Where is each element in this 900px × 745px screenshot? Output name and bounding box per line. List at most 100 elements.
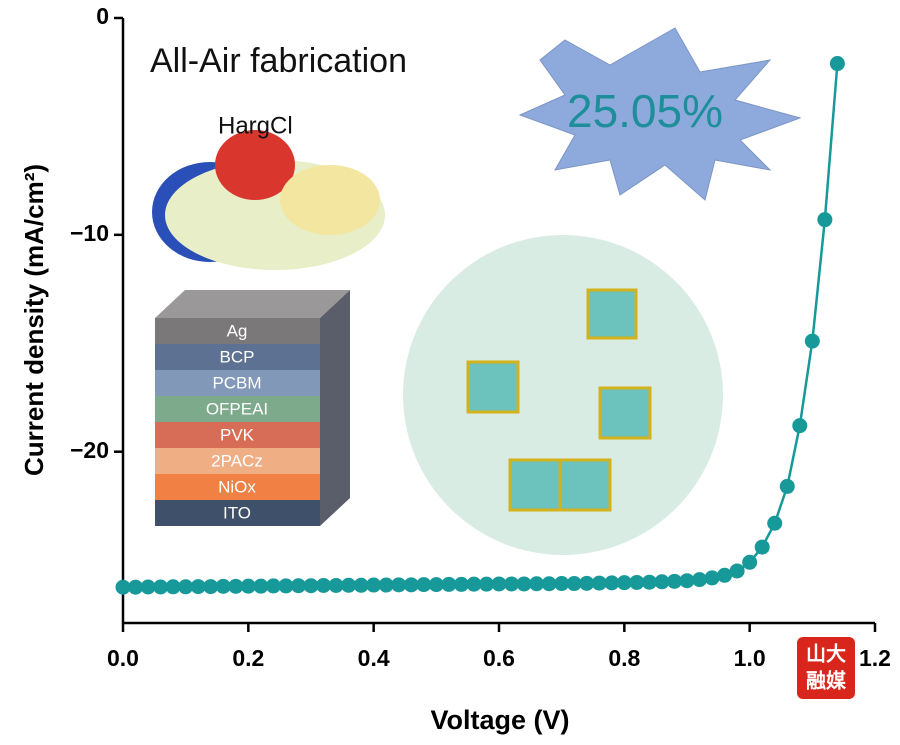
data-point — [491, 576, 507, 592]
x-tick-label: 0.0 — [107, 645, 139, 671]
data-point — [391, 577, 407, 593]
crystal-circle — [403, 235, 723, 555]
data-point — [428, 577, 444, 593]
layer-label: PVK — [220, 425, 255, 444]
data-point — [566, 576, 582, 592]
annotation: All-Air fabrication — [150, 42, 407, 80]
data-point — [516, 576, 532, 592]
data-point — [278, 578, 294, 594]
data-point — [178, 579, 194, 595]
data-point — [754, 539, 770, 555]
layer — [155, 318, 320, 344]
data-point — [328, 577, 344, 593]
data-point — [804, 333, 820, 349]
data-point — [115, 579, 131, 595]
data-point — [654, 574, 670, 590]
layer — [155, 422, 320, 448]
data-point — [303, 578, 319, 594]
x-tick-label: 0.8 — [608, 645, 640, 671]
watermark-text: 山大 — [806, 642, 846, 665]
layer — [155, 344, 320, 370]
x-tick-label: 1.2 — [859, 645, 891, 671]
data-point — [165, 579, 181, 595]
y-tick-label: −10 — [70, 220, 109, 246]
data-point — [604, 575, 620, 591]
layer — [155, 474, 320, 500]
molecule-blob — [215, 130, 295, 200]
inset-art — [152, 27, 802, 555]
data-point — [679, 573, 695, 589]
data-point — [441, 576, 457, 592]
data-point — [541, 576, 557, 592]
watermark-box — [797, 637, 855, 699]
y-tick-label: 0 — [96, 3, 109, 29]
data-point — [353, 577, 369, 593]
molecule-blob — [280, 165, 380, 235]
data-point — [128, 579, 144, 595]
data-point — [190, 579, 206, 595]
stack-top — [155, 290, 350, 318]
data-point — [378, 577, 394, 593]
data-point — [290, 578, 306, 594]
data-point — [240, 578, 256, 594]
y-tick-label: −20 — [70, 437, 109, 463]
layer-label: NiOx — [218, 477, 256, 496]
x-tick-label: 0.6 — [483, 645, 515, 671]
data-point — [366, 577, 382, 593]
octahedron — [586, 288, 638, 340]
x-tick-label: 0.2 — [232, 645, 264, 671]
layer-label: BCP — [220, 347, 255, 366]
layer — [155, 500, 320, 526]
data-point — [591, 575, 607, 591]
data-point — [554, 576, 570, 592]
data-point — [453, 576, 469, 592]
data-point — [316, 577, 332, 593]
data-point — [203, 579, 219, 595]
data-point — [403, 577, 419, 593]
data-point — [616, 575, 632, 591]
data-point — [416, 577, 432, 593]
layer-label: ITO — [223, 503, 251, 522]
stack-side — [320, 290, 350, 526]
data-point — [265, 578, 281, 594]
data-point — [692, 572, 708, 588]
octahedron — [508, 458, 562, 512]
data-point — [629, 574, 645, 590]
data-point — [153, 579, 169, 595]
data-point — [641, 574, 657, 590]
data-point — [215, 578, 231, 594]
data-point — [742, 554, 758, 570]
data-point — [478, 576, 494, 592]
data-point — [817, 212, 833, 228]
octahedron — [466, 360, 520, 414]
layer — [155, 396, 320, 422]
data-point — [140, 579, 156, 595]
layer — [155, 448, 320, 474]
starburst — [518, 27, 802, 201]
data-point — [228, 578, 244, 594]
layer — [155, 370, 320, 396]
data-point — [529, 576, 545, 592]
layer-label: 2PACz — [211, 451, 263, 470]
data-point — [466, 576, 482, 592]
x-axis-label: Voltage (V) — [430, 705, 569, 735]
data-point — [341, 577, 357, 593]
octahedron — [598, 386, 652, 440]
data-point — [767, 515, 783, 531]
annotation: HargCl — [218, 112, 293, 139]
layer-label: PCBM — [212, 373, 261, 392]
data-point — [779, 478, 795, 494]
layer-stack: Ag BCP PCBM OFPEAI PVK 2PACz NiOx ITO — [155, 318, 320, 526]
annotation: 25.05% — [567, 85, 723, 137]
octahedron — [558, 458, 612, 512]
x-tick-label: 1.0 — [734, 645, 766, 671]
watermark: 山大 融媒 — [797, 637, 855, 699]
data-point — [717, 567, 733, 583]
x-tick-label: 0.4 — [358, 645, 390, 671]
data-point — [666, 573, 682, 589]
data-point — [829, 56, 845, 72]
layer-label: Ag — [227, 321, 248, 340]
data-point — [504, 576, 520, 592]
y-axis-label: Current density (mA/cm²) — [19, 164, 49, 476]
